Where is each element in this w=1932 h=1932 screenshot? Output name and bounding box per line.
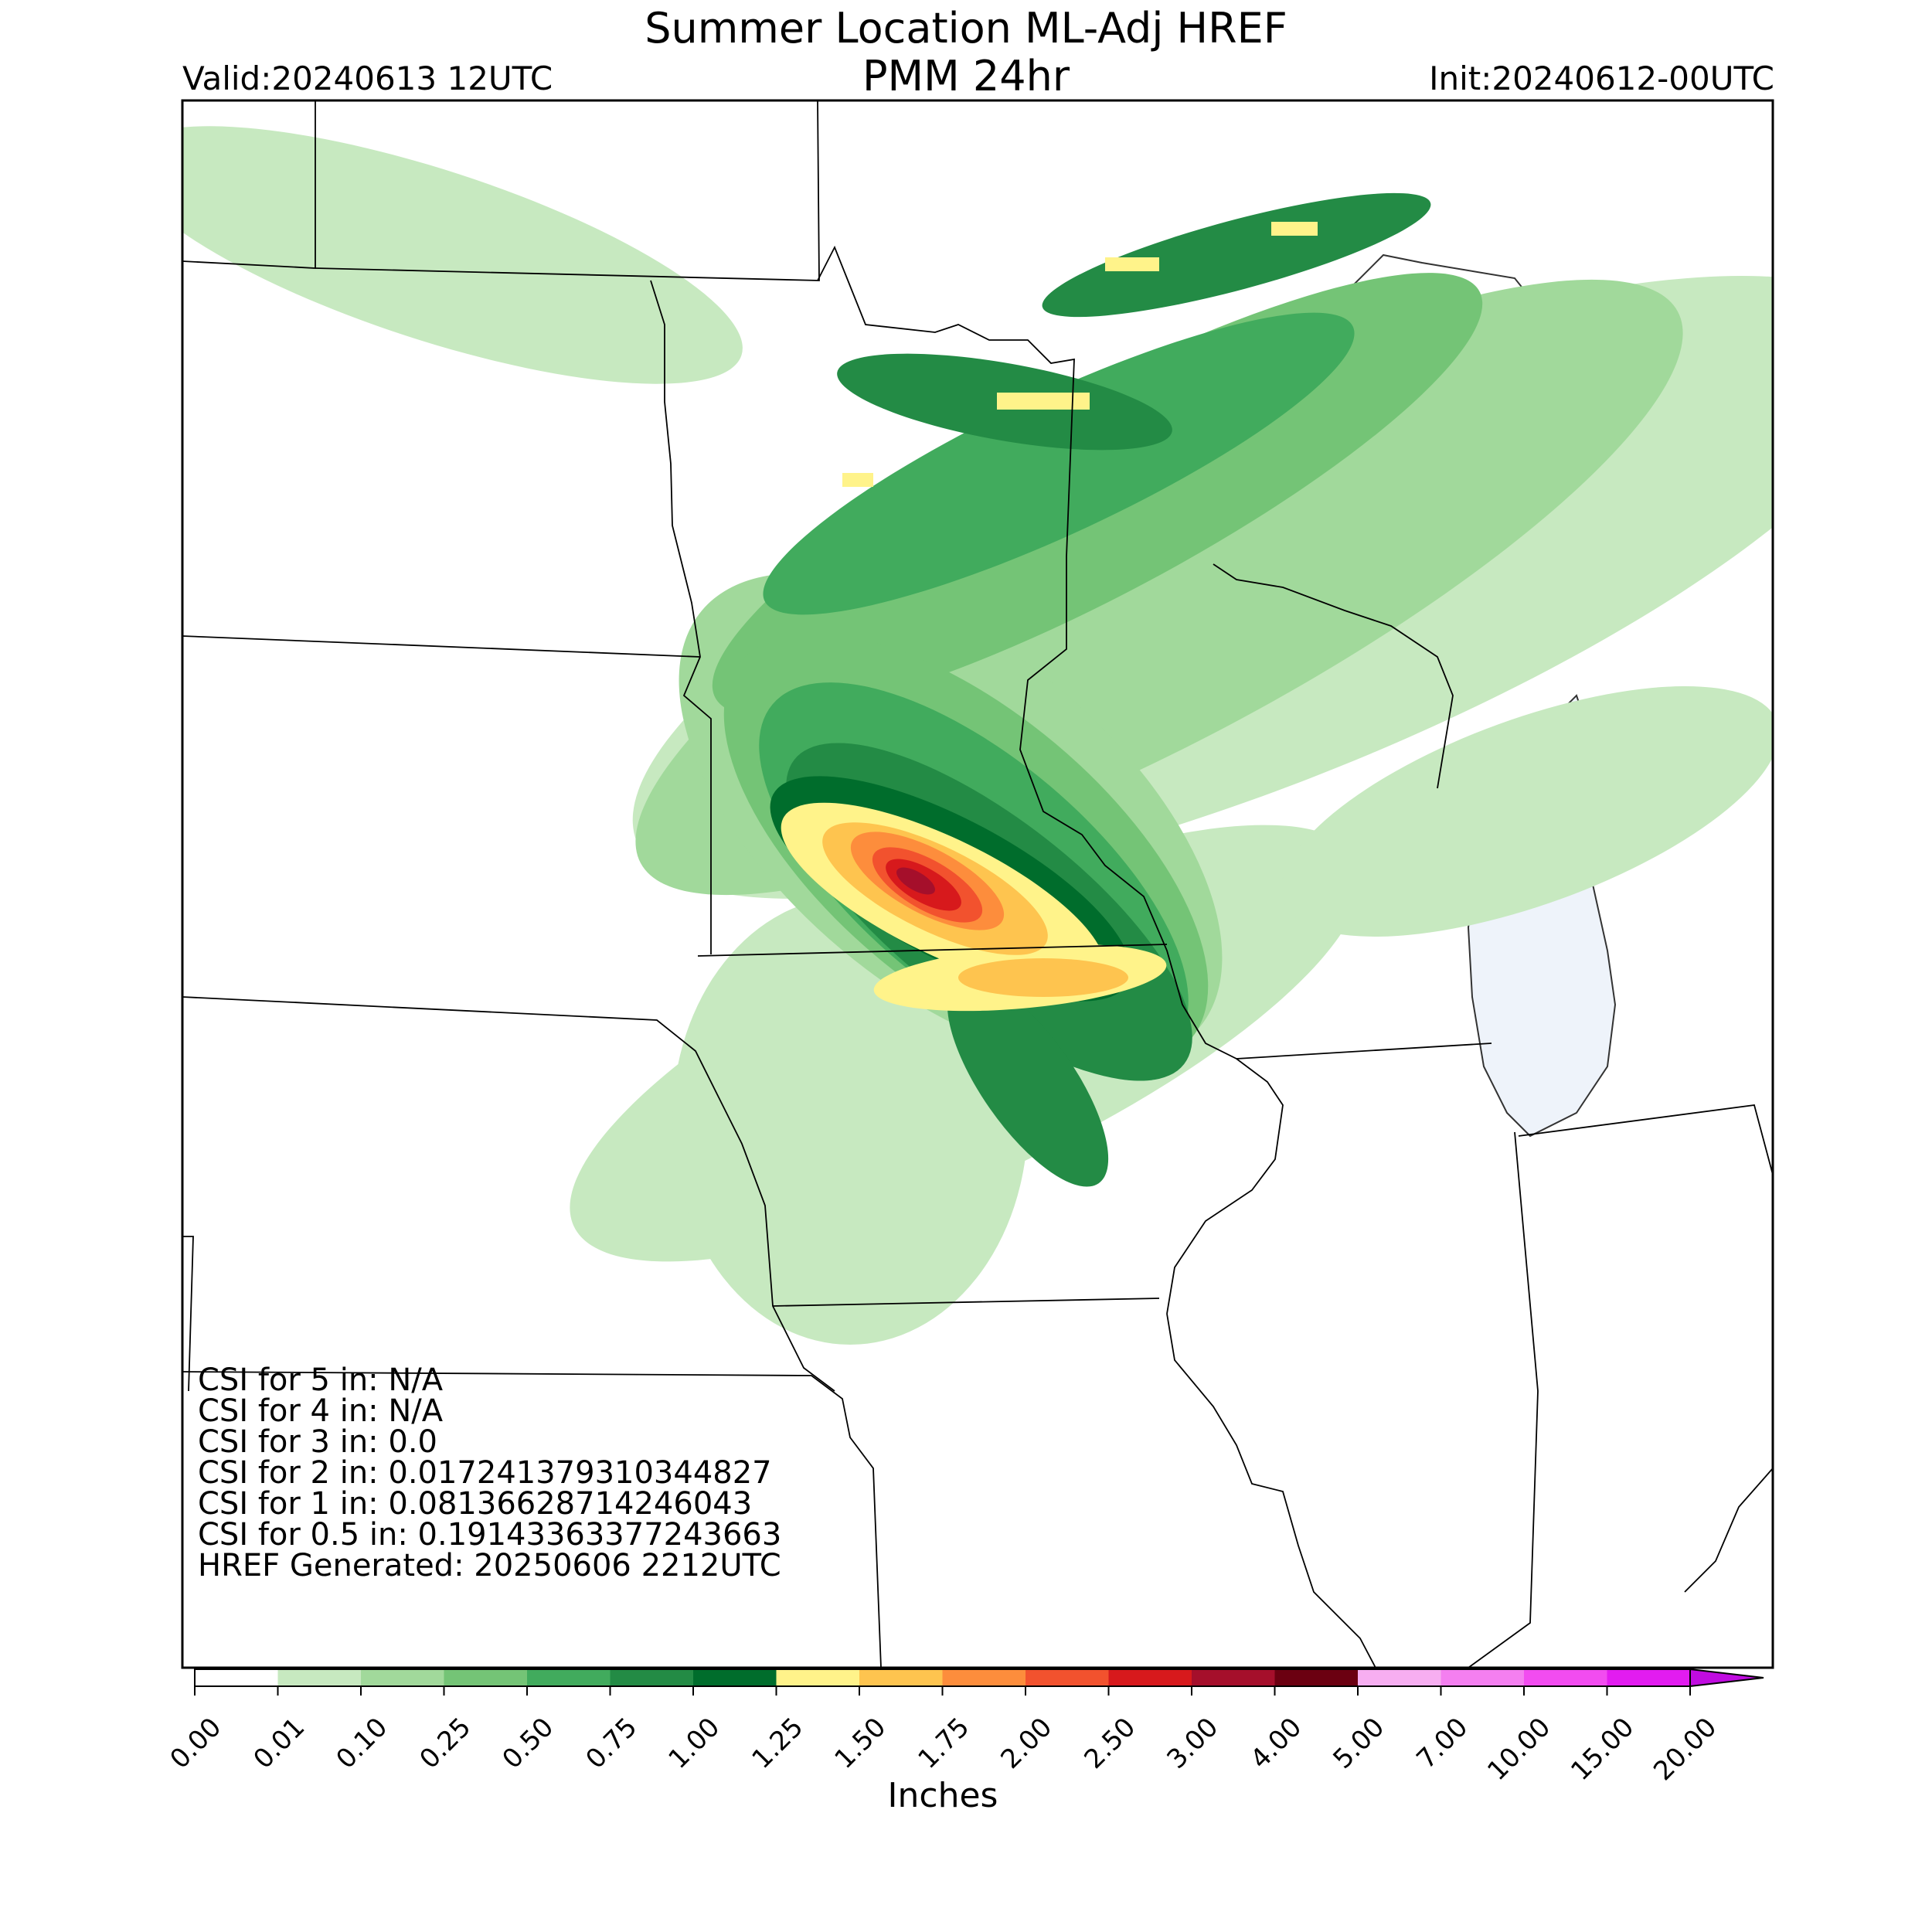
colorbar-segment (1108, 1669, 1192, 1686)
colorbar-segment (195, 1669, 278, 1686)
precip-075-tail (947, 977, 1109, 1187)
csi-2in: CSI for 2 in: 0.017241379310344827 (198, 1455, 772, 1491)
colorbar-segment (693, 1669, 777, 1686)
colorbar-segment (444, 1669, 528, 1686)
valid-time: Valid:20240613 12UTC (182, 60, 553, 97)
colorbar-segment (859, 1669, 943, 1686)
csi-5in: CSI for 5 in: N/A (198, 1362, 444, 1398)
csi-1in: CSI for 1 in: 0.08136628714246043 (198, 1486, 753, 1522)
map-content (182, 100, 1773, 1668)
precip-050 (763, 312, 1355, 615)
colorbar-segment (610, 1669, 694, 1686)
init-time: Init:20240612-00UTC (1429, 60, 1774, 97)
chart-subtitle: PMM 24hr (862, 52, 1070, 100)
colorbar-segment (1524, 1669, 1607, 1686)
precip-075-north (1042, 192, 1431, 318)
colorbar-segment (1440, 1669, 1525, 1686)
colorbar-segment (1358, 1669, 1441, 1686)
csi-05in: CSI for 0.5 in: 0.19143363377243663 (198, 1517, 782, 1553)
map-frame (181, 99, 1774, 1669)
precip-300 (896, 867, 935, 895)
precip-125-north-b (1105, 257, 1159, 271)
colorbar-segment (1274, 1669, 1359, 1686)
colorbar (194, 1668, 1764, 1696)
precip-125-north-d (842, 473, 873, 487)
precip-light-nw (182, 126, 743, 384)
colorbar-extend-arrow (1689, 1668, 1764, 1688)
precip-125-north-a (1271, 222, 1318, 236)
colorbar-segment (1026, 1669, 1109, 1686)
precip-light-se (1281, 686, 1773, 937)
colorbar-segment (1192, 1669, 1275, 1686)
colorbar-segment (361, 1669, 444, 1686)
colorbar-segment (776, 1669, 860, 1686)
precip-125-north-c (997, 393, 1090, 410)
csi-4in: CSI for 4 in: N/A (198, 1393, 444, 1429)
colorbar-segment (277, 1669, 362, 1686)
colorbar-segment (1607, 1669, 1691, 1686)
csi-3in: CSI for 3 in: 0.0 (198, 1424, 437, 1460)
chart-title: Summer Location ML-Adj HREF (645, 4, 1287, 53)
colorbar-label: Inches (887, 1776, 998, 1815)
csi-stats: CSI for 5 in: N/A CSI for 4 in: N/A CSI … (198, 1365, 781, 1581)
href-generated: HREF Generated: 20250606 2212UTC (198, 1548, 781, 1583)
state-borders (182, 100, 1773, 1668)
precip-150-south (958, 958, 1128, 997)
colorbar-segment (942, 1669, 1026, 1686)
precip-field (182, 126, 1773, 1345)
colorbar-segment (527, 1669, 611, 1686)
